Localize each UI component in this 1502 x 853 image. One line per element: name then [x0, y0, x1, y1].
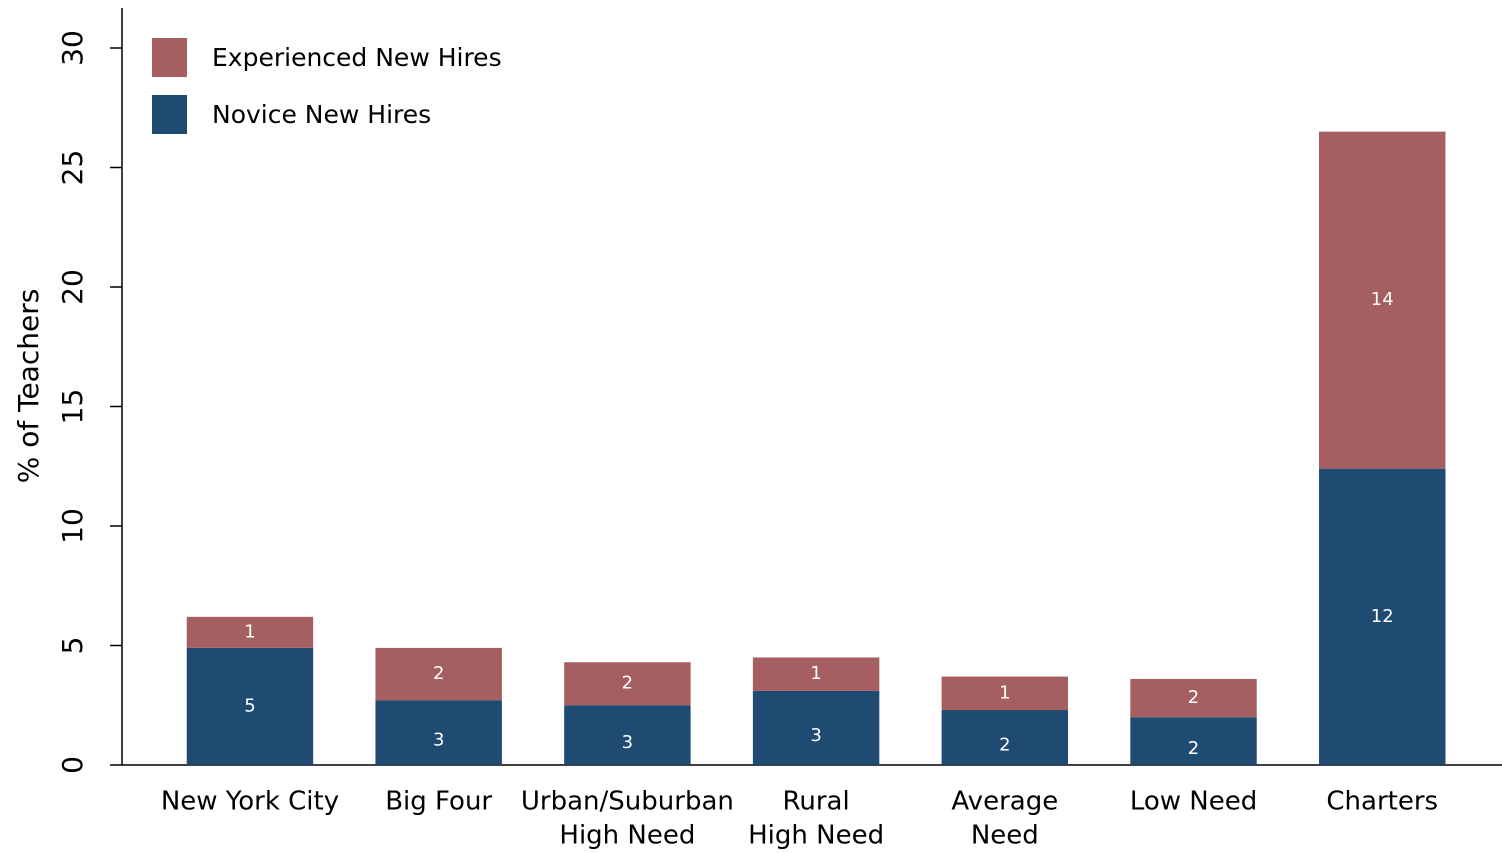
value-label: 3 [810, 725, 821, 746]
legend-swatch [152, 38, 187, 77]
y-tick-label: 0 [56, 756, 89, 774]
x-tick-label: Urban/Suburban [521, 787, 734, 817]
x-tick-label: High Need [559, 821, 695, 851]
value-label: 1 [999, 682, 1010, 703]
x-tick-label: Low Need [1130, 787, 1257, 817]
value-label: 2 [999, 735, 1010, 756]
x-tick-label: Rural [782, 787, 849, 817]
value-label: 2 [433, 663, 444, 684]
y-tick-label: 30 [56, 30, 89, 66]
x-tick-label: High Need [748, 821, 884, 851]
bar-segment [375, 647, 502, 701]
value-label: 3 [433, 730, 444, 751]
bar-segment [941, 710, 1069, 765]
value-label: 1 [244, 621, 255, 642]
y-tick-label: 15 [56, 389, 89, 425]
value-label: 3 [622, 732, 633, 753]
value-label: 14 [1371, 289, 1394, 310]
legend-label: Experienced New Hires [212, 43, 502, 72]
bar-segment [564, 662, 691, 706]
value-label: 1 [810, 663, 821, 684]
value-label: 12 [1371, 606, 1394, 627]
legend-label: Novice New Hires [212, 100, 431, 129]
x-tick-label: Big Four [385, 787, 492, 817]
x-tick-label: Charters [1326, 787, 1438, 817]
x-tick-label: New York City [161, 787, 339, 817]
y-tick-label: 10 [56, 508, 89, 544]
bar-segment [1130, 717, 1257, 765]
bar-segment [186, 616, 314, 648]
y-tick-label: 5 [56, 637, 89, 655]
legend-swatch [152, 95, 187, 134]
bar-segment [1319, 131, 1446, 469]
bar-segment [752, 690, 880, 765]
bar-segment [752, 657, 880, 691]
x-tick-label: Need [971, 821, 1039, 851]
y-tick-label: 25 [56, 150, 89, 186]
bar-segment [375, 700, 502, 765]
y-axis-label: % of Teachers [12, 289, 45, 484]
bar-segment [1130, 678, 1257, 718]
value-label: 2 [1188, 687, 1199, 708]
value-label: 2 [622, 673, 633, 694]
bar-segment [941, 676, 1069, 711]
x-tick-label: Average [951, 787, 1058, 817]
y-tick-label: 20 [56, 269, 89, 305]
value-label: 2 [1188, 738, 1199, 759]
value-label: 5 [244, 695, 255, 716]
bar-segment [564, 705, 691, 765]
bar-segment [1319, 468, 1446, 765]
bar-segment [186, 647, 314, 765]
